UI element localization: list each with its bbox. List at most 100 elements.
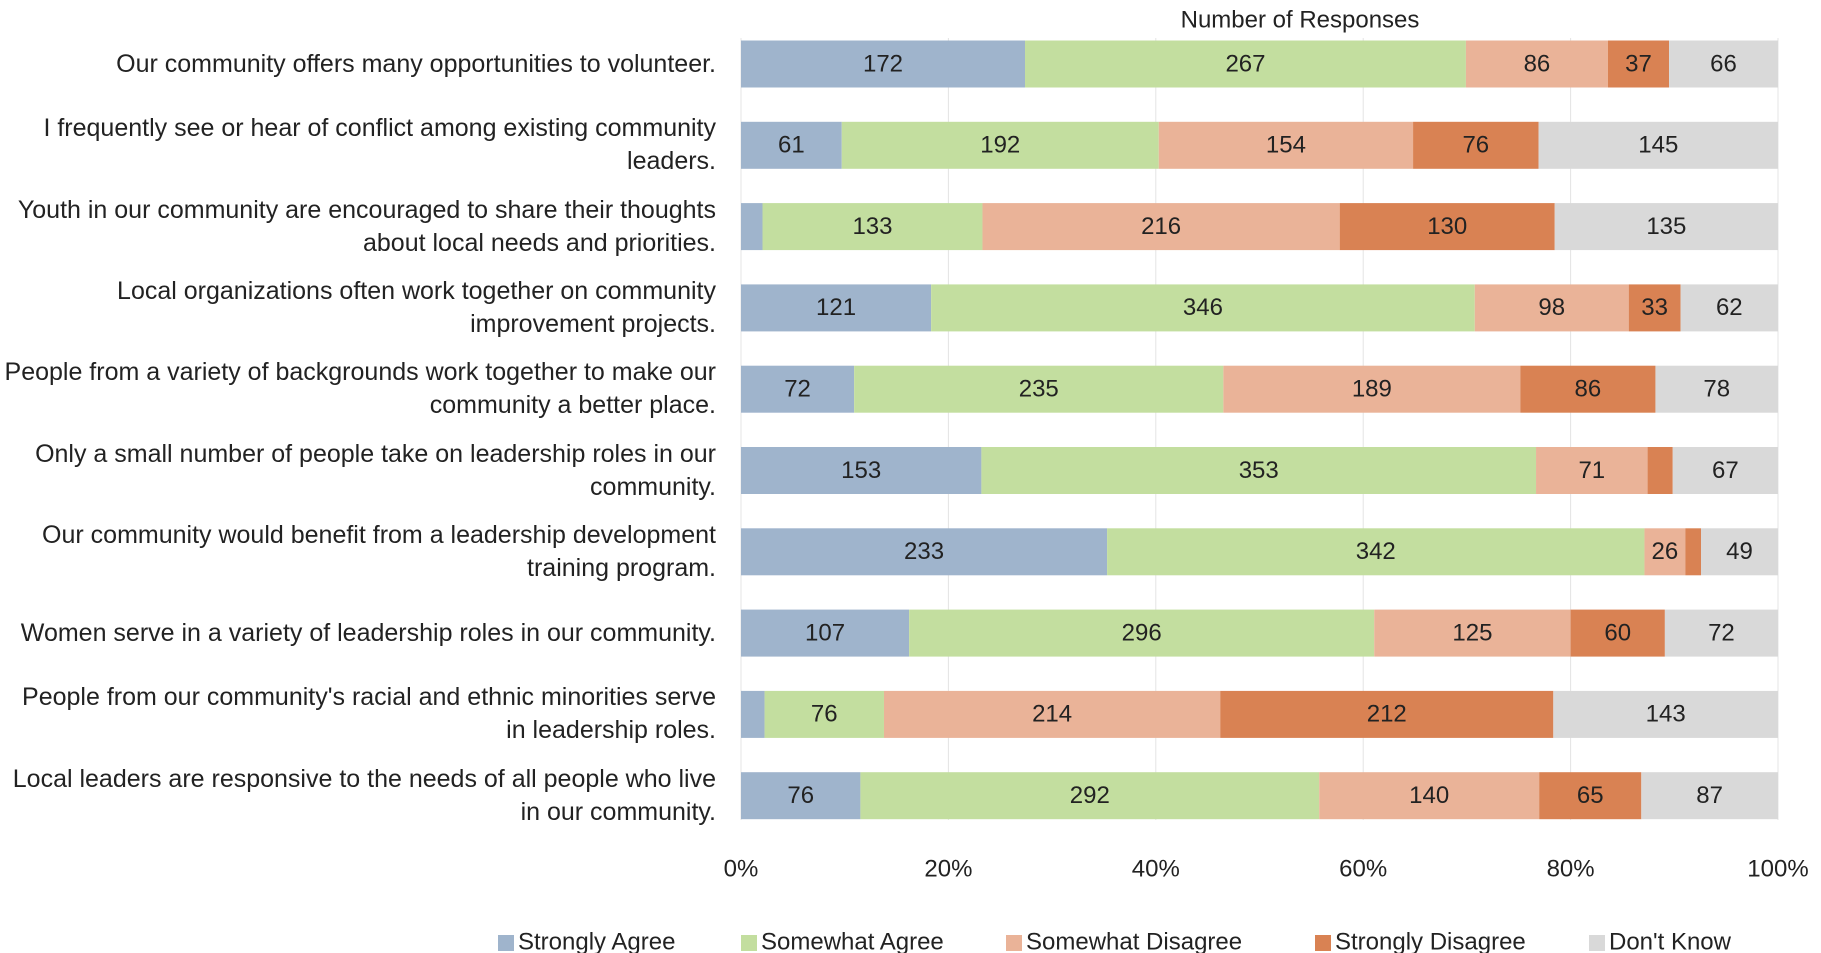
bar-segment xyxy=(764,690,884,738)
value-label: 192 xyxy=(980,132,1020,159)
bar-segment xyxy=(1319,772,1540,820)
category-label: Local leaders are responsive to the need… xyxy=(12,764,716,826)
value-label: 71 xyxy=(1578,457,1605,484)
bar-segment xyxy=(1685,528,1702,576)
value-label: 107 xyxy=(805,619,845,646)
value-label: 72 xyxy=(784,376,811,403)
bar-segment xyxy=(1672,447,1778,494)
bar-segment xyxy=(741,40,1026,88)
category-label: Only a small number of people take on le… xyxy=(35,439,716,501)
value-label: 87 xyxy=(1696,782,1723,809)
bar-segment xyxy=(1413,121,1539,169)
value-label: 66 xyxy=(1710,50,1737,77)
bar-segment xyxy=(981,447,1537,494)
value-label: 216 xyxy=(1141,213,1181,240)
bar-segment xyxy=(741,528,1108,576)
category-label: Youth in our community are encouraged to… xyxy=(17,195,716,257)
bar-segment xyxy=(741,365,855,413)
bar-segment xyxy=(741,121,842,169)
value-label: 353 xyxy=(1239,457,1279,484)
category-label: Our community would benefit from a leade… xyxy=(42,520,716,582)
value-label: 125 xyxy=(1452,619,1492,646)
bar-segment xyxy=(1641,772,1778,820)
value-label: 26 xyxy=(1652,538,1679,565)
value-label: 154 xyxy=(1266,132,1306,159)
bar-segment xyxy=(741,284,932,332)
bar-segment xyxy=(982,203,1340,251)
bar-segment xyxy=(909,609,1375,657)
x-tick-label: 100% xyxy=(1747,855,1808,882)
value-label: 76 xyxy=(1462,132,1489,159)
x-tick-label: 60% xyxy=(1339,855,1387,882)
x-tick-label: 40% xyxy=(1132,855,1180,882)
legend-label: Strongly Agree xyxy=(518,928,675,953)
bar-segment xyxy=(1647,447,1673,494)
category-label: Local organizations often work together … xyxy=(117,276,716,338)
bar-segment xyxy=(1664,609,1778,657)
category-label: Women serve in a variety of leadership r… xyxy=(20,618,716,647)
value-label: 296 xyxy=(1122,619,1162,646)
category-label: People from our community's racial and e… xyxy=(22,683,716,745)
bar-segment xyxy=(1628,284,1681,332)
value-label: 235 xyxy=(1019,376,1059,403)
bar-segment xyxy=(1570,609,1665,657)
value-label: 135 xyxy=(1646,213,1686,240)
value-label: 62 xyxy=(1716,294,1743,321)
bar-segment xyxy=(1553,690,1778,738)
bar-segment xyxy=(1465,40,1608,88)
value-label: 143 xyxy=(1646,701,1686,728)
x-tick-label: 80% xyxy=(1547,855,1595,882)
value-label: 67 xyxy=(1712,457,1739,484)
bar-segment xyxy=(741,690,765,738)
bar-segment xyxy=(1607,40,1670,88)
legend-label: Somewhat Agree xyxy=(761,928,944,953)
bar-segment xyxy=(1536,447,1648,494)
category-label: People from a variety of backgrounds wor… xyxy=(4,358,716,420)
value-label: 76 xyxy=(811,701,838,728)
value-label: 86 xyxy=(1524,50,1551,77)
value-label: 133 xyxy=(852,213,892,240)
legend-swatch xyxy=(1589,935,1605,951)
value-label: 214 xyxy=(1032,701,1072,728)
value-label: 140 xyxy=(1409,782,1449,809)
value-label: 342 xyxy=(1356,538,1396,565)
bar-segment xyxy=(1655,365,1778,413)
bar-segment xyxy=(883,690,1221,738)
value-label: 145 xyxy=(1638,132,1678,159)
value-label: 78 xyxy=(1703,376,1730,403)
value-label: 76 xyxy=(787,782,814,809)
value-label: 98 xyxy=(1538,294,1565,321)
value-label: 72 xyxy=(1708,619,1735,646)
bar-segment xyxy=(741,203,763,251)
value-label: 86 xyxy=(1575,376,1602,403)
value-label: 65 xyxy=(1577,782,1604,809)
value-label: 189 xyxy=(1352,376,1392,403)
value-label: 292 xyxy=(1070,782,1110,809)
bar-segment xyxy=(741,609,910,657)
axis-title: Number of Responses xyxy=(1181,6,1420,33)
bar-segment xyxy=(854,365,1224,413)
value-label: 60 xyxy=(1604,619,1631,646)
value-label: 33 xyxy=(1641,294,1668,321)
value-label: 346 xyxy=(1183,294,1223,321)
bar-segment xyxy=(1669,40,1778,88)
value-label: 121 xyxy=(816,294,856,321)
bar-segment xyxy=(1520,365,1656,413)
bar-segment xyxy=(1644,528,1686,576)
bar-segment xyxy=(741,447,982,494)
legend-swatch xyxy=(1315,935,1331,951)
bar-segment xyxy=(1538,121,1778,169)
legend-swatch xyxy=(1006,935,1022,951)
legend-label: Strongly Disagree xyxy=(1335,928,1526,953)
value-label: 61 xyxy=(778,132,805,159)
x-tick-label: 20% xyxy=(924,855,972,882)
bar-segment xyxy=(931,284,1475,332)
legend-label: Somewhat Disagree xyxy=(1026,928,1242,953)
bar-segment xyxy=(1223,365,1521,413)
bar-segment xyxy=(1474,284,1629,332)
bar-segment xyxy=(860,772,1320,820)
bar-segment xyxy=(1701,528,1778,576)
bar-segment xyxy=(841,121,1159,169)
value-label: 233 xyxy=(904,538,944,565)
bar-segment xyxy=(762,203,983,251)
